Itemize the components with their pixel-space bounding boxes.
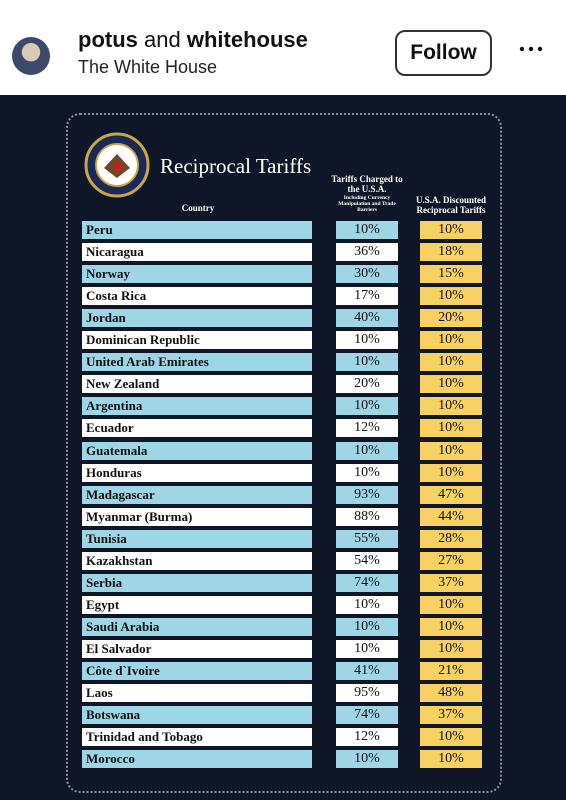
reciprocal-cell: 44% [420, 507, 482, 526]
country-cell: Dominican Republic [82, 331, 312, 350]
reciprocal-cell: 20% [420, 309, 482, 328]
charged-cell: 10% [336, 750, 398, 769]
reciprocal-cell: 10% [420, 750, 482, 769]
country-cell: Egypt [82, 595, 312, 614]
charged-cell: 10% [336, 397, 398, 416]
reciprocal-cell: 18% [420, 243, 482, 262]
reciprocal-cell: 10% [420, 728, 482, 747]
joiner: and [144, 27, 181, 52]
reciprocal-cell: 10% [420, 221, 482, 239]
col-header: U.S.A. Discounted Reciprocal Tariffs [415, 195, 486, 215]
country-cell: New Zealand [82, 375, 312, 394]
reciprocal-cell: 37% [420, 706, 482, 725]
reciprocal-cell: 10% [420, 617, 482, 636]
table-title: Reciprocal Tariffs [160, 154, 312, 178]
reciprocal-cell: 27% [420, 551, 482, 570]
reciprocal-cell: 21% [420, 662, 482, 680]
country-cell: Côte d`Ivoire [82, 662, 312, 680]
charged-cell: 10% [336, 441, 398, 460]
country-cell: Saudi Arabia [82, 617, 312, 636]
charged-cell: 55% [336, 529, 398, 548]
charged-cell: 20% [336, 375, 398, 394]
reciprocal-cell: 28% [420, 529, 482, 548]
charged-cell: 41% [336, 662, 398, 680]
charged-cell: 10% [336, 463, 398, 482]
follow-button[interactable]: Follow [395, 30, 492, 76]
reciprocal-cell: 37% [420, 573, 482, 592]
reciprocal-cell: 47% [420, 485, 482, 504]
country-cell: Argentina [82, 397, 312, 416]
country-cell: Ecuador [82, 419, 312, 438]
country-cell: Madagascar [82, 485, 312, 504]
country-cell: Tunisia [82, 529, 312, 548]
reciprocal-cell: 10% [420, 287, 482, 306]
charged-cell: 30% [336, 265, 398, 284]
charged-cell: 74% [336, 706, 398, 725]
reciprocal-cell: 10% [420, 463, 482, 482]
country-cell: Kazakhstan [82, 551, 312, 570]
country-cell: El Salvador [82, 639, 312, 658]
country-cell: Costa Rica [82, 287, 312, 306]
subtitle: The White House [78, 57, 218, 77]
more-button[interactable] [518, 44, 546, 54]
country-cell: Trinidad and Tobago [82, 728, 312, 747]
charged-cell: 10% [336, 353, 398, 372]
charged-cell: 10% [336, 595, 398, 614]
reciprocal-cell: 10% [420, 639, 482, 658]
user-b[interactable]: whitehouse [186, 27, 308, 52]
seal [84, 132, 150, 198]
reciprocal-cell: 15% [420, 265, 482, 284]
country-cell: United Arab Emirates [82, 353, 312, 372]
charged-cell: 93% [336, 485, 398, 504]
country-cell: Laos [82, 684, 312, 703]
reciprocal-cell: 48% [420, 684, 482, 703]
charged-cell: 54% [336, 551, 398, 570]
reciprocal-cell: 10% [420, 353, 482, 372]
charged-cell: 74% [336, 573, 398, 592]
charged-cell: 10% [336, 331, 398, 350]
country-cell: Jordan [82, 309, 312, 328]
charged-cell: 10% [336, 221, 398, 239]
country-cell: Guatemala [82, 441, 312, 460]
reciprocal-cell: 10% [420, 441, 482, 460]
country-cell: Myanmar (Burma) [82, 507, 312, 526]
charged-cell: 88% [336, 507, 398, 526]
charged-cell: 40% [336, 309, 398, 328]
frame [66, 113, 502, 793]
reciprocal-cell: 10% [420, 595, 482, 614]
charged-cell: 95% [336, 684, 398, 703]
charged-cell: 12% [336, 728, 398, 747]
charged-cell: 17% [336, 287, 398, 306]
avatar[interactable] [12, 37, 50, 75]
country-cell: Peru [82, 221, 312, 239]
charged-cell: 10% [336, 617, 398, 636]
reciprocal-cell: 10% [420, 331, 482, 350]
col-header: Tariffs Charged to the U.S.A. [331, 174, 403, 194]
charged-cell: 10% [336, 639, 398, 658]
country-cell: Serbia [82, 573, 312, 592]
country-cell: Morocco [82, 750, 312, 769]
reciprocal-cell: 10% [420, 397, 482, 416]
username[interactable]: potus and whitehouse [78, 27, 308, 53]
country-cell: Nicaragua [82, 243, 312, 262]
charged-cell: 12% [336, 419, 398, 438]
user-a[interactable]: potus [78, 27, 138, 52]
reciprocal-cell: 10% [420, 375, 482, 394]
charged-cell: 36% [336, 243, 398, 262]
country-cell: Botswana [82, 706, 312, 725]
country-cell: Norway [82, 265, 312, 284]
country-cell: Honduras [82, 463, 312, 482]
col-header: Country [181, 203, 215, 213]
reciprocal-cell: 10% [420, 419, 482, 438]
col-note: Including Currency Manipulation and Trad… [338, 195, 396, 213]
